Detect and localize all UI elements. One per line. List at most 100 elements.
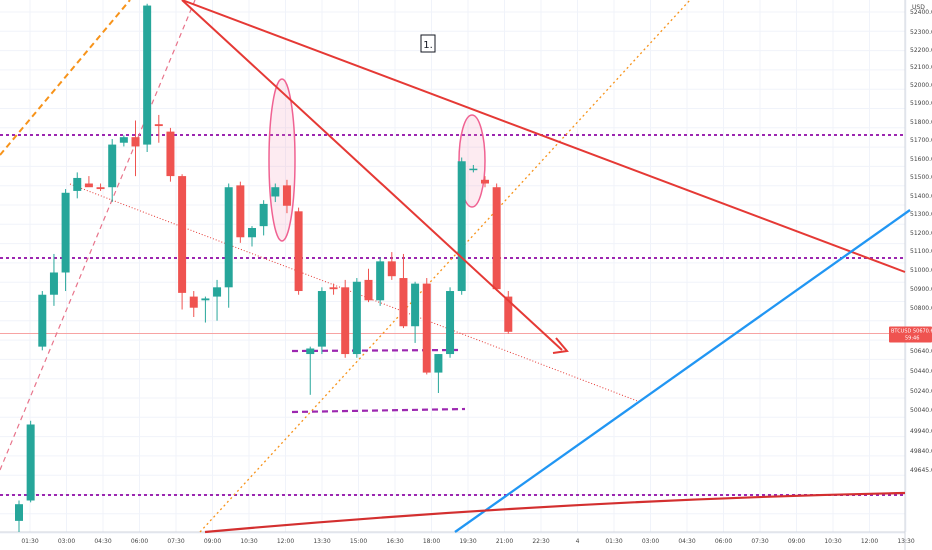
x-tick-label: 22:30 — [532, 538, 549, 545]
red-curve-line — [204, 491, 906, 534]
candle-body — [352, 281, 361, 355]
candle-body — [446, 291, 455, 355]
annotation-label: 1. — [423, 40, 433, 51]
candle-body — [73, 177, 82, 191]
x-tick-label: 21:00 — [496, 538, 513, 545]
candle-body — [504, 296, 513, 332]
last-price-symbol: BTCUSD 50670.69 — [891, 329, 932, 335]
y-tick-label: 50800.00 — [910, 305, 932, 312]
x-tick-label: 16:30 — [386, 538, 403, 545]
candle-body — [411, 283, 420, 327]
y-tick-label: 51000.00 — [910, 267, 932, 274]
support-line — [291, 407, 466, 414]
x-tick-label: 04:30 — [94, 538, 111, 545]
candle-body — [434, 354, 443, 373]
x-tick-label: 12:00 — [277, 538, 294, 545]
grid — [0, 0, 907, 534]
x-tick-label: 03:00 — [58, 538, 75, 545]
candle-body — [119, 137, 128, 143]
candle-body — [317, 291, 326, 347]
red-trend-line — [181, 0, 906, 273]
annotation-box — [420, 34, 436, 53]
candle-body — [224, 187, 233, 288]
candle-body — [341, 287, 350, 355]
y-tick-label: 49940.00 — [910, 428, 932, 435]
y-tick-label: 50040.00 — [910, 407, 932, 414]
x-tick-label: 06:00 — [131, 538, 148, 545]
candle-body — [84, 183, 93, 188]
y-tick-label: 50900.00 — [910, 286, 932, 293]
last-price-countdown: 59:46 — [905, 336, 919, 342]
last-price-badge — [889, 326, 932, 343]
candle-body — [329, 287, 338, 290]
candle-body — [422, 283, 431, 373]
orange-trend-dotted — [199, 0, 691, 533]
x-tick-label: 10:30 — [824, 538, 841, 545]
candle-body — [49, 272, 58, 295]
x-tick-label: 03:00 — [642, 538, 659, 545]
candle-body — [143, 5, 152, 145]
arrow-head — [552, 337, 569, 354]
y-tick-label: 51200.00 — [910, 230, 932, 237]
y-tick-label: 51700.00 — [910, 137, 932, 144]
y-tick-label: 52300.00 — [910, 29, 932, 36]
candle-body — [178, 176, 187, 293]
candle-body — [282, 185, 291, 206]
candle-body — [236, 185, 245, 238]
x-tick-label: 07:30 — [751, 538, 768, 545]
candle-body — [154, 124, 163, 127]
y-tick-label: 52100.00 — [910, 64, 932, 71]
currency-label: USD — [912, 4, 925, 11]
y-tick-label: 50240.00 — [910, 388, 932, 395]
candle-body — [376, 261, 385, 301]
x-tick-label: 15:00 — [350, 538, 367, 545]
y-tick-label: 52200.00 — [910, 47, 932, 54]
y-tick-label: 51500.00 — [910, 174, 932, 181]
y-tick-label: 50440.00 — [910, 368, 932, 375]
x-tick-label: 01:30 — [605, 538, 622, 545]
candle-body — [259, 203, 268, 227]
ellipse-highlight — [268, 78, 296, 242]
candle-body — [201, 298, 210, 301]
x-tick-label: 4 — [576, 538, 580, 545]
candle-body — [294, 211, 303, 292]
candle-body — [492, 187, 501, 290]
pink-trend-dashed — [0, 0, 196, 471]
candle-body — [38, 294, 47, 347]
x-tick-label: 18:00 — [423, 538, 440, 545]
x-tick-label: 01:30 — [21, 538, 38, 545]
red-arrow-line — [181, 0, 563, 351]
x-tick-label: 09:00 — [204, 538, 221, 545]
x-tick-label: 13:30 — [313, 538, 330, 545]
candle-body — [96, 187, 105, 190]
y-tick-label: 51300.00 — [910, 211, 932, 218]
x-tick-label: 06:00 — [715, 538, 732, 545]
x-tick-label: 12:00 — [861, 538, 878, 545]
blue-trend-line — [454, 209, 911, 533]
y-tick-label: 52000.00 — [910, 82, 932, 89]
candle-body — [189, 296, 198, 308]
y-tick-label: 51100.00 — [910, 248, 932, 255]
candle-body — [166, 131, 175, 177]
y-tick-label: 51900.00 — [910, 100, 932, 107]
candle-body — [15, 504, 23, 521]
orange-trend-dashed — [0, 0, 131, 156]
candle-body — [399, 278, 408, 327]
candle-body — [481, 179, 489, 184]
candle-body — [387, 261, 396, 277]
candle-body — [61, 192, 70, 273]
candle-body — [108, 144, 117, 188]
support-line — [291, 348, 459, 353]
candle-body — [306, 348, 315, 355]
candle-body — [457, 161, 466, 292]
y-tick-label: 50640.00 — [910, 348, 932, 355]
x-tick-label: 10:30 — [240, 538, 257, 545]
candle-body — [213, 287, 222, 297]
candle-body — [469, 168, 478, 171]
x-tick-label: 13:30 — [897, 538, 914, 545]
candle-body — [248, 228, 256, 238]
x-tick-label: 04:30 — [678, 538, 695, 545]
candle-body — [364, 279, 373, 301]
